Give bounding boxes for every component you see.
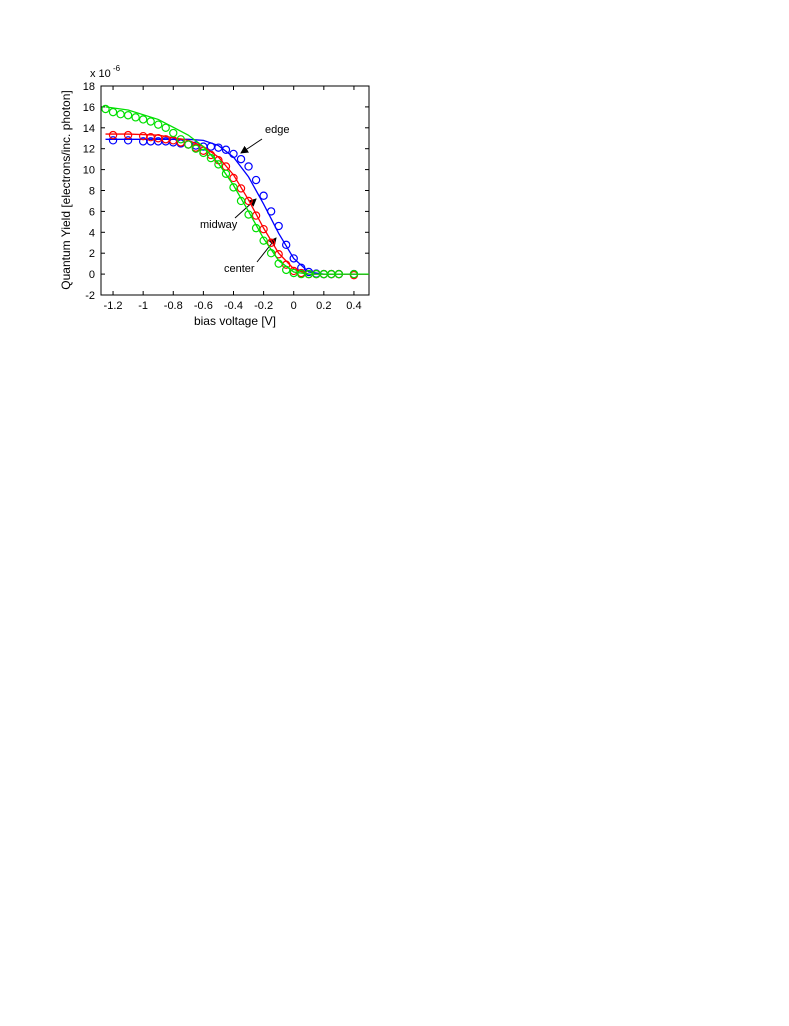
marker [108, 136, 118, 145]
marker [251, 223, 261, 233]
y-tick-label: 2 [89, 248, 95, 260]
x-tick-label: 0.2 [316, 300, 331, 312]
fit-line [105, 106, 369, 275]
marker [349, 269, 359, 279]
y-tick-label: 10 [83, 165, 95, 177]
marker [266, 207, 276, 216]
marker [259, 236, 268, 245]
x-tick-label: -0.2 [254, 300, 273, 312]
marker [221, 145, 231, 154]
x-tick-label: -1 [138, 300, 148, 312]
annotation: edge [265, 124, 289, 136]
marker [266, 248, 276, 258]
marker [116, 110, 125, 119]
marker [191, 144, 201, 153]
marker [236, 196, 246, 206]
y-tick-label: 8 [89, 186, 95, 198]
marker [214, 143, 223, 152]
marker [281, 240, 291, 250]
marker [259, 191, 268, 200]
marker [206, 153, 216, 163]
marker [214, 160, 223, 169]
marker [281, 265, 291, 275]
y-tick-label: 16 [83, 102, 95, 114]
marker [244, 162, 253, 171]
marker [206, 150, 216, 160]
marker [274, 221, 283, 231]
y-multiplier-exponent: -6 [113, 64, 121, 73]
annotation-arrow [240, 138, 263, 154]
marker [123, 111, 133, 120]
annotation: center [224, 263, 255, 275]
marker [169, 128, 178, 138]
y-tick-label: 0 [89, 269, 95, 281]
marker [199, 148, 208, 158]
marker [229, 173, 238, 183]
marker [154, 120, 163, 129]
x-tick-label: -0.8 [164, 300, 183, 312]
marker [123, 130, 133, 140]
marker [334, 269, 344, 279]
y-multiplier: x 10 [90, 68, 111, 80]
x-tick-label: 0.4 [346, 300, 361, 312]
marker [123, 136, 133, 145]
marker [229, 149, 238, 159]
marker [236, 154, 246, 164]
marker [244, 210, 253, 219]
marker [101, 104, 110, 114]
x-tick-label: -0.4 [224, 300, 243, 312]
y-tick-label: 6 [89, 206, 95, 218]
annotation-arrow [256, 237, 277, 263]
y-tick-label: 14 [83, 123, 95, 135]
marker [289, 254, 298, 263]
x-axis-label: bias voltage [V] [194, 314, 276, 328]
y-tick-label: 4 [89, 227, 95, 239]
marker [131, 113, 140, 122]
marker [161, 123, 170, 133]
marker [206, 142, 216, 151]
marker [176, 138, 185, 147]
x-tick-label: -1.2 [104, 300, 123, 312]
marker [266, 238, 276, 247]
marker [229, 183, 238, 192]
marker [146, 117, 155, 126]
marker [251, 175, 261, 185]
y-tick-label: 12 [83, 144, 95, 156]
marker [274, 259, 283, 268]
marker [184, 140, 193, 149]
annotation: midway [200, 219, 238, 231]
y-tick-label: -2 [85, 290, 95, 302]
marker [108, 130, 118, 140]
x-tick-label: 0 [291, 300, 297, 312]
marker [138, 115, 148, 124]
marker [176, 135, 185, 144]
marker [221, 169, 231, 178]
y-tick-label: 18 [83, 81, 95, 93]
y-axis-label: Quantum Yield [electrons/inc. photon] [59, 90, 73, 289]
x-tick-label: -0.6 [194, 300, 213, 312]
marker [108, 107, 118, 117]
